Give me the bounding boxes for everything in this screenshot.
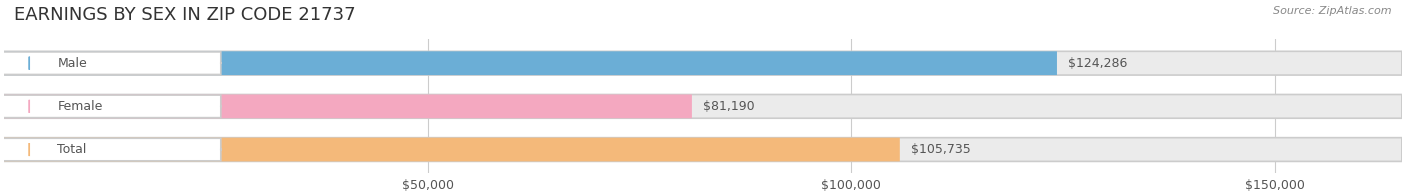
FancyBboxPatch shape [4,94,1402,118]
Text: $105,735: $105,735 [911,143,970,156]
FancyBboxPatch shape [0,52,221,74]
FancyBboxPatch shape [4,94,692,118]
FancyBboxPatch shape [4,51,1057,75]
Text: $81,190: $81,190 [703,100,755,113]
FancyBboxPatch shape [0,138,221,161]
FancyBboxPatch shape [4,51,1402,75]
Text: $124,286: $124,286 [1069,57,1128,70]
FancyBboxPatch shape [4,138,900,161]
Text: EARNINGS BY SEX IN ZIP CODE 21737: EARNINGS BY SEX IN ZIP CODE 21737 [14,6,356,24]
FancyBboxPatch shape [4,138,1402,161]
Text: Total: Total [58,143,87,156]
FancyBboxPatch shape [0,95,221,118]
Text: Source: ZipAtlas.com: Source: ZipAtlas.com [1274,6,1392,16]
Text: Female: Female [58,100,103,113]
Text: Male: Male [58,57,87,70]
